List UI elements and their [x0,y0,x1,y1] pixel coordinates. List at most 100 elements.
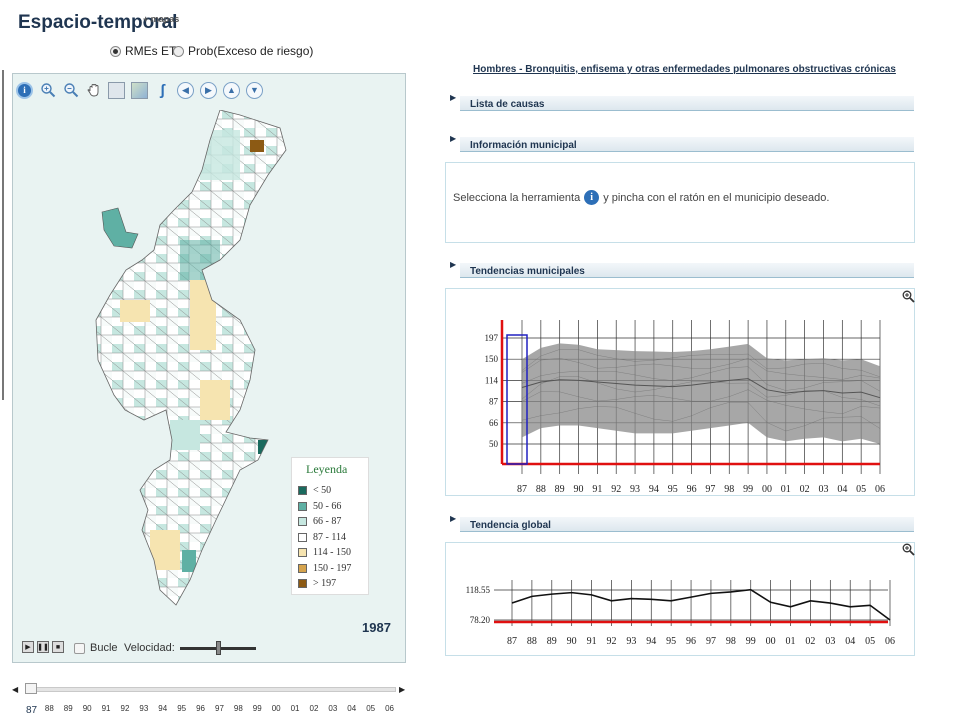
arrow-up-icon[interactable]: ▲ [223,81,240,99]
timeline-track[interactable] [26,687,396,692]
timeline-thumb[interactable] [25,683,37,694]
timeline-year-label[interactable]: 00 [271,704,281,713]
section-causes-header[interactable]: Lista de causas [460,96,914,111]
section-expand-icon[interactable]: ▶ [450,93,457,102]
timeline-year-label[interactable]: 97 [215,704,224,713]
timeline-year-label[interactable]: 04 [347,704,357,713]
x-tick-label: 03 [818,484,828,495]
legend-item: 114 - 150 [298,545,362,561]
pan-hand-icon[interactable] [85,82,102,99]
x-tick-label: 97 [705,484,715,495]
y-tick-label: 118.55 [466,585,491,595]
global-trend-chart: 78.20 118.55 87 88 89 90 91 92 93 94 95 96 97 98 99 00 0… [466,580,895,647]
loop-label: Bucle [90,642,118,654]
section-expand-icon[interactable]: ▶ [450,134,457,143]
timeline-year-label[interactable]: 89 [63,704,73,713]
section-municipal-trends-header[interactable]: Tendencias municipales [460,263,914,278]
arrow-down-icon[interactable]: ▼ [246,81,263,99]
x-tick-label: 04 [837,484,847,495]
maps-link[interactable]: + mapas [143,14,180,24]
y-tick-label: 114 [485,375,499,385]
timeline-year-label[interactable]: 87 [26,705,38,716]
legend-swatch [298,501,307,511]
radio-prob-exceso[interactable]: Prob(Exceso de riesgo) [173,44,313,58]
legend-item: 87 - 114 [298,530,362,546]
chart-zoom-icon[interactable] [902,290,915,306]
timeline-year-label[interactable]: 98 [233,704,243,713]
x-tick-label: 89 [555,484,565,495]
timeline-left-arrow-icon[interactable]: ◀ [12,685,19,694]
timeline-year-label[interactable]: 88 [44,704,54,713]
x-tick-label: 05 [856,484,866,495]
radio-rmes-et[interactable]: RMEs ET [110,44,176,58]
arrow-left-icon[interactable]: ◀ [177,81,194,99]
x-tick-label: 02 [800,484,810,495]
timeline-year-label[interactable]: 06 [385,704,394,713]
timeline-year-label[interactable]: 96 [196,704,205,713]
timeline-year-label[interactable]: 02 [309,704,319,713]
x-tick-label: 98 [726,636,736,647]
timeline-year-label[interactable]: 91 [101,704,111,713]
section-municipal-info-header[interactable]: Información municipal [460,137,914,152]
timeline-year-label[interactable]: 94 [158,704,168,713]
radio-selected-icon[interactable] [110,45,121,57]
measure-icon[interactable]: ʃ [160,81,165,99]
x-tick-label: 06 [875,484,885,495]
legend-label: 50 - 66 [313,500,342,512]
radio-rmes-et-label: RMEs ET [125,44,177,58]
timeline-year-label[interactable]: 93 [139,704,149,713]
timeline-year-label[interactable]: 92 [120,704,130,713]
legend-label: 150 - 197 [313,562,352,574]
timeline-year-label[interactable]: 01 [290,704,300,713]
x-tick-label: 94 [646,636,656,647]
loop-checkbox[interactable] [74,643,85,654]
municipal-info-text: Selecciona la herramienta i y pincha con… [453,190,829,205]
player-controls: ▶ ❚❚ ■ [22,641,64,653]
section-global-trend-header[interactable]: Tendencia global [460,517,914,532]
x-tick-label: 99 [743,484,753,495]
x-tick-label: 06 [885,636,895,647]
map-toolbar: i ʃ ◀ ▶ ▲ ▼ [16,79,263,101]
timeline-year-label[interactable]: 05 [366,704,376,713]
legend-label: 87 - 114 [313,531,346,543]
legend-item: 66 - 87 [298,514,362,530]
x-tick-label: 87 [507,636,517,647]
x-tick-label: 93 [626,636,636,647]
x-tick-label: 96 [687,484,697,495]
speed-slider-thumb[interactable] [216,641,221,655]
disease-title[interactable]: Hombres - Bronquitis, enfisema y otras e… [473,64,896,75]
x-tick-label: 88 [536,484,546,495]
play-button[interactable]: ▶ [22,641,34,653]
choropleth-map[interactable] [90,110,290,610]
radio-unselected-icon[interactable] [173,45,184,57]
full-extent-icon[interactable] [108,81,125,99]
section-expand-icon[interactable]: ▶ [450,260,457,269]
municipal-line [521,357,881,380]
zoom-in-icon[interactable] [39,82,56,99]
legend-item: > 197 [298,576,362,592]
timeline-year-label[interactable]: 90 [82,704,92,713]
x-tick-label: 05 [865,636,875,647]
timeline-year-label[interactable]: 95 [177,704,187,713]
x-tick-label: 03 [825,636,835,647]
y-tick-label: 78.20 [470,615,491,625]
x-tick-label: 89 [547,636,557,647]
municipal-info-box [445,162,915,243]
zoom-out-icon[interactable] [62,82,79,99]
x-tick-label: 04 [845,636,855,647]
section-expand-icon[interactable]: ▶ [450,514,457,523]
legend-item: 50 - 66 [298,499,362,515]
info-icon[interactable]: i [16,81,33,99]
info-icon: i [584,190,600,205]
timeline-right-arrow-icon[interactable]: ▶ [399,685,406,694]
municipal-line [521,402,881,432]
arrow-right-icon[interactable]: ▶ [200,81,217,99]
stop-button[interactable]: ■ [52,641,64,653]
chart-zoom-icon[interactable] [902,543,915,559]
pause-button[interactable]: ❚❚ [37,641,49,653]
timeline-year-label[interactable]: 99 [252,704,262,713]
timeline-year-label[interactable]: 03 [328,704,338,713]
legend-swatch [298,548,307,558]
map-extent-icon[interactable] [131,81,148,99]
legend-swatch [298,486,307,496]
